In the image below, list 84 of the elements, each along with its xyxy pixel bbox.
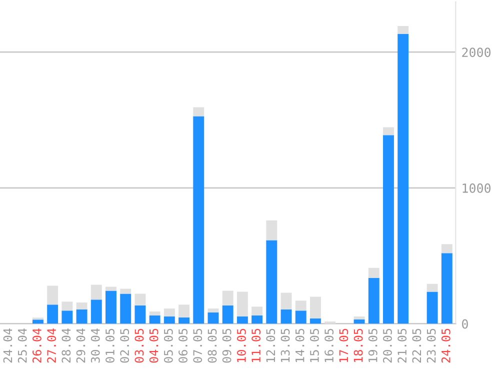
bar (120, 294, 132, 324)
x-tick-label: 24.05 (441, 328, 450, 363)
x-tick-label: 21.05 (398, 328, 407, 363)
y-tick-label: 2000 (462, 48, 491, 58)
bar (90, 300, 102, 324)
x-tick-label: 28.04 (62, 328, 71, 363)
bar (280, 309, 292, 324)
bar (90, 284, 102, 300)
x-tick-label: 23.05 (426, 328, 436, 363)
x-tick-label: 29.04 (76, 328, 86, 363)
bar (62, 302, 73, 311)
bar (193, 107, 204, 116)
x-tick-label: 01.05 (106, 328, 114, 363)
bar (222, 306, 234, 324)
x-tick-label: 12.05 (266, 328, 276, 362)
bar (295, 300, 306, 311)
x-tick-label: 25.04 (18, 328, 27, 363)
bar (47, 304, 58, 324)
bar (149, 315, 160, 324)
bar (208, 312, 219, 324)
x-tick-label: 20.05 (383, 328, 392, 363)
bar (32, 320, 44, 324)
bar (164, 316, 175, 324)
bar (236, 316, 248, 324)
x-tick-label: 02.05 (120, 328, 130, 363)
bar (398, 34, 409, 324)
x-tick-label: 10.05 (236, 328, 246, 362)
x-tick-label: 24.04 (3, 328, 12, 363)
y-tick-label: 0 (462, 319, 468, 329)
x-tick-label: 30.04 (90, 328, 100, 363)
bar (310, 318, 321, 324)
x-tick-label: 27.04 (47, 328, 56, 363)
bar (76, 302, 88, 310)
bar (368, 278, 380, 324)
bar (295, 310, 306, 324)
x-tick-label: 26.04 (32, 328, 42, 363)
bar (222, 290, 234, 306)
x-tick-label: 17.05 (339, 328, 348, 362)
bar (280, 292, 292, 310)
bar (441, 244, 452, 254)
bar (120, 288, 132, 294)
bar (208, 308, 219, 312)
bar (398, 26, 409, 34)
x-tick-label: 08.05 (208, 328, 217, 363)
bar (426, 292, 438, 324)
y-tick-label: 1000 (462, 183, 491, 193)
x-tick-label: 15.05 (310, 328, 319, 362)
bar (383, 135, 394, 324)
bar (354, 316, 365, 320)
bar (193, 116, 204, 324)
x-tick-label: 14.05 (295, 328, 304, 362)
bar (106, 290, 116, 324)
bar (266, 220, 278, 240)
bar (252, 306, 263, 316)
bar (76, 309, 88, 324)
bar (441, 253, 452, 324)
bar (134, 294, 146, 306)
x-tick-label: 19.05 (368, 328, 378, 362)
x-tick-label: 07.05 (193, 328, 202, 363)
bar (236, 292, 248, 317)
x-tick-label: 11.05 (252, 328, 260, 362)
bar (47, 286, 58, 305)
bar (178, 318, 190, 324)
bar (149, 312, 160, 316)
bar (134, 306, 146, 324)
x-tick-label: 05.05 (164, 328, 173, 363)
x-tick-label: 16.05 (324, 328, 334, 362)
bar (252, 315, 263, 324)
bar (383, 127, 394, 136)
x-tick-label: 22.05 (412, 328, 422, 363)
bar (164, 308, 175, 317)
bar (354, 320, 365, 324)
x-tick-label: 18.05 (354, 328, 363, 362)
x-tick-label: 03.05 (134, 328, 144, 363)
bar (62, 310, 73, 324)
x-tick-label: 09.05 (222, 328, 232, 363)
x-tick-label: 13.05 (280, 328, 290, 362)
bar (426, 284, 438, 292)
bar (310, 296, 321, 318)
bar (178, 304, 190, 318)
x-tick-label: 04.05 (149, 328, 158, 363)
bar (266, 240, 278, 324)
x-tick-label: 06.05 (178, 328, 188, 363)
bar (368, 268, 380, 278)
